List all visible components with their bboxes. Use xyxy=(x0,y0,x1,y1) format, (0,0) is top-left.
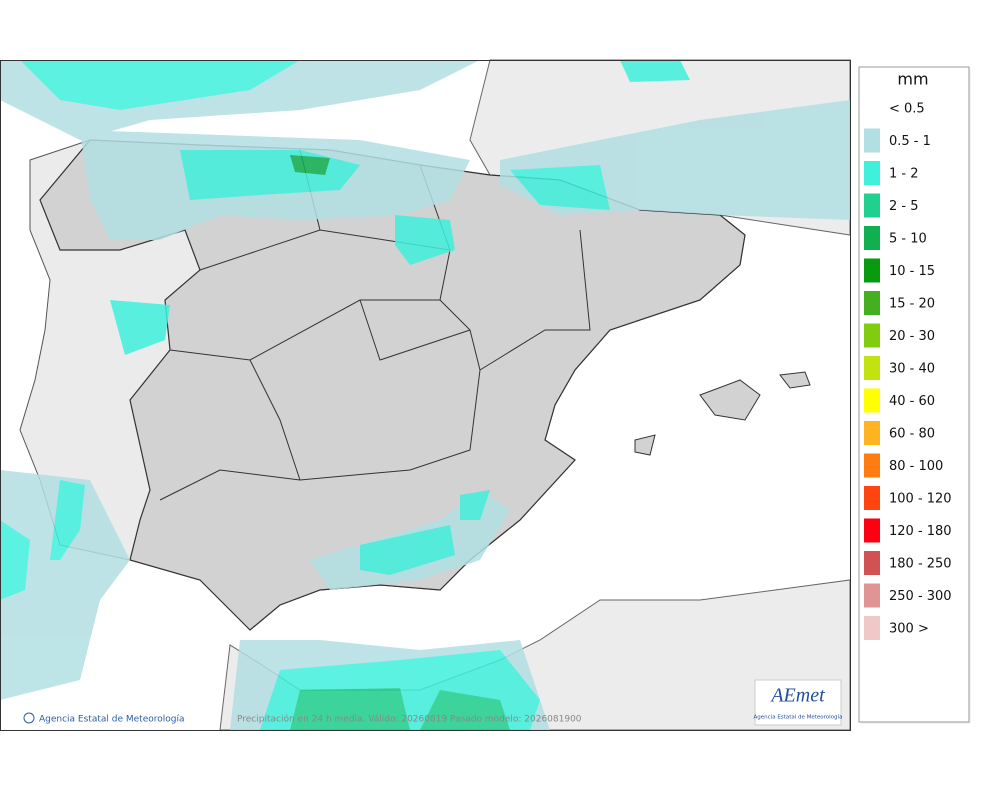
legend-label: 180 - 250 xyxy=(889,557,952,572)
legend-swatch xyxy=(864,193,880,218)
precip-0-5 xyxy=(0,470,130,700)
legend-label: 0.5 - 1 xyxy=(889,134,931,149)
precip-2-5 xyxy=(290,688,510,730)
logo-box xyxy=(754,679,842,726)
legend-swatch xyxy=(864,583,880,608)
legend-label: 15 - 20 xyxy=(889,297,935,312)
legend-swatch xyxy=(864,258,880,283)
precip-1-2 xyxy=(360,490,490,575)
caption: Precipitación en 24 h media. Válido: 202… xyxy=(237,714,582,725)
precip-1-2 xyxy=(510,165,610,210)
precip-5-10 xyxy=(290,155,330,175)
precip-1-2 xyxy=(620,60,690,82)
legend-swatch xyxy=(864,356,880,380)
legend-swatch xyxy=(864,453,880,478)
legend-swatch xyxy=(864,226,880,250)
legend-swatch xyxy=(864,161,880,185)
legend-swatch xyxy=(864,486,880,510)
legend-label: 10 - 15 xyxy=(889,264,935,279)
precip-1-2 xyxy=(395,215,455,265)
legend-swatch xyxy=(864,421,880,445)
legend-label: 250 - 300 xyxy=(889,589,952,604)
logo-subtitle: Agencia Estatal de Meteorología xyxy=(754,714,843,721)
legend-label: 120 - 180 xyxy=(889,524,952,539)
legend-label: 2 - 5 xyxy=(889,199,919,214)
legend-label: 1 - 2 xyxy=(889,167,919,182)
legend-label: 100 - 120 xyxy=(889,492,952,507)
legend-label: 5 - 10 xyxy=(889,232,927,247)
precip-1-2 xyxy=(110,300,170,355)
precip-layer xyxy=(0,60,850,730)
legend-swatch xyxy=(864,291,880,315)
legend-label: 30 - 40 xyxy=(889,362,935,377)
legend-label: < 0.5 xyxy=(889,102,925,117)
legend-label: 80 - 100 xyxy=(889,459,943,474)
legend-swatch xyxy=(864,96,880,120)
credit: Agencia Estatal de Meteorología xyxy=(39,715,185,725)
precip-1-2 xyxy=(20,60,300,110)
map-frame xyxy=(0,60,851,731)
legend-swatch xyxy=(864,518,880,543)
logo-text: AEmet xyxy=(769,685,825,707)
legend-label: 40 - 60 xyxy=(889,394,935,409)
legend-swatch xyxy=(864,128,880,153)
legend-label: 60 - 80 xyxy=(889,427,935,442)
legend-label: 20 - 30 xyxy=(889,329,935,344)
region-borders xyxy=(159,149,591,501)
legend-swatch xyxy=(864,388,880,413)
legend-label: 300 > xyxy=(889,622,929,637)
copyright-icon xyxy=(23,712,35,724)
legend-swatch xyxy=(864,616,880,640)
islands xyxy=(634,371,811,456)
legend-swatch xyxy=(864,323,880,348)
legend-title: mm xyxy=(897,70,928,89)
precip-1-2 xyxy=(0,480,85,600)
legend-swatch xyxy=(864,551,880,575)
